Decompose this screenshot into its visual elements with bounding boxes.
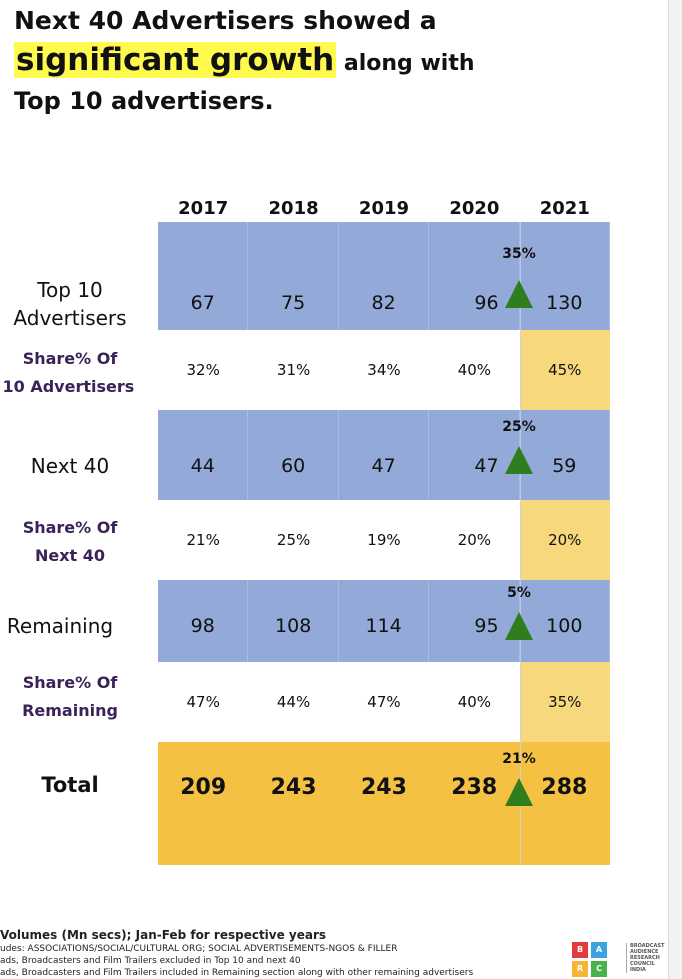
year-2017: 2017 bbox=[178, 198, 229, 219]
cell: 243 bbox=[361, 775, 407, 800]
row-remaining-share: 47% 44% 47% 40% 35% bbox=[158, 662, 610, 742]
label-next40-share: Share% Of Next 40 bbox=[0, 514, 160, 570]
growth-total: 21% bbox=[502, 751, 536, 767]
row-top10-share: 32% 31% 34% 40% 45% bbox=[158, 330, 610, 410]
year-2019: 2019 bbox=[358, 198, 410, 219]
cell: 32% bbox=[158, 330, 249, 410]
label-remaining-share: Share% Of Remaining bbox=[0, 669, 160, 725]
cell: 100 bbox=[520, 580, 611, 662]
cell: 82 bbox=[339, 222, 430, 330]
footnote-3: ads, Broadcasters and Film Trailers incl… bbox=[0, 968, 474, 978]
cell: 96 bbox=[429, 222, 520, 330]
cell: 47 bbox=[339, 410, 430, 500]
logo-text: BROADCAST AUDIENCE RESEARCH COUNCIL INDI… bbox=[626, 943, 664, 973]
cell: 60 bbox=[248, 410, 339, 500]
label-top10: Top 10 Advertisers bbox=[13, 278, 127, 330]
scrollbar[interactable] bbox=[668, 0, 682, 979]
footnotes: Volumes (Mn secs); Jan-Feb for respectiv… bbox=[0, 927, 473, 979]
cell: 59 bbox=[520, 410, 611, 500]
cell: 67 bbox=[158, 222, 249, 330]
up-arrow-icon bbox=[505, 446, 533, 474]
cell: 114 bbox=[339, 580, 430, 662]
logo-letter: B bbox=[572, 942, 588, 958]
footnote-1: udes: ASSOCIATIONS/SOCIAL/CULTURAL ORG; … bbox=[0, 944, 398, 954]
cell: 209 bbox=[180, 775, 227, 800]
up-arrow-icon bbox=[505, 778, 533, 806]
label-top10-share-1: Share% Of bbox=[22, 349, 118, 368]
cell: 35% bbox=[519, 662, 610, 742]
label-remaining-share-2: Remaining bbox=[22, 701, 118, 720]
cell: 47% bbox=[338, 662, 430, 742]
label-top10-share: Share% Of Top 10 Advertisers bbox=[0, 345, 160, 401]
year-2021: 2021 bbox=[539, 198, 590, 219]
label-remaining-share-1: Share% Of bbox=[22, 673, 118, 692]
row-next40: 44 60 47 47 59 bbox=[158, 410, 611, 500]
logo-letter: A bbox=[591, 942, 607, 958]
row-top10: 67 75 82 96 130 bbox=[158, 222, 611, 330]
row-next40-share: 21% 25% 19% 20% 20% bbox=[158, 500, 610, 580]
cell: 288 bbox=[541, 775, 588, 800]
label-total: Total bbox=[41, 773, 99, 797]
cell: 40% bbox=[429, 662, 520, 742]
data-table: 2017 2018 2019 2020 2021 67 75 82 96 130… bbox=[158, 195, 611, 865]
cell: 44% bbox=[248, 662, 339, 742]
cell: 130 bbox=[520, 222, 611, 330]
cell: 47% bbox=[158, 662, 249, 742]
cell: 45% bbox=[519, 330, 610, 410]
footnote-0: Volumes (Mn secs); Jan-Feb for respectiv… bbox=[0, 928, 327, 942]
up-arrow-icon bbox=[505, 612, 533, 640]
cell: 98 bbox=[158, 580, 249, 662]
label-next40: Next 40 bbox=[30, 454, 110, 478]
logo-letter: R bbox=[572, 961, 588, 977]
cell: 20% bbox=[519, 500, 610, 580]
label-next40-share-1: Share% Of bbox=[22, 518, 118, 537]
growth-remaining: 5% bbox=[507, 585, 531, 601]
cell: 108 bbox=[248, 580, 339, 662]
cell: 19% bbox=[338, 500, 430, 580]
year-2018: 2018 bbox=[268, 198, 319, 219]
cell: 31% bbox=[248, 330, 339, 410]
title-line-2-rest: along with bbox=[336, 51, 475, 76]
up-arrow-icon bbox=[505, 280, 533, 308]
cell: 44 bbox=[158, 410, 249, 500]
divider bbox=[520, 222, 521, 865]
cell: 243 bbox=[270, 775, 317, 800]
title-highlight: significant growth bbox=[14, 42, 337, 78]
growth-next40: 25% bbox=[502, 419, 536, 435]
cell: 20% bbox=[429, 500, 520, 580]
label-remaining: Remaining bbox=[6, 614, 114, 638]
cell: 21% bbox=[158, 500, 249, 580]
row-total: 209 243 243 238 288 bbox=[158, 742, 610, 865]
page-title: Next 40 Advertisers showed a significant… bbox=[14, 2, 475, 118]
cell: 40% bbox=[429, 330, 520, 410]
title-line-3: Top 10 advertisers. bbox=[14, 87, 274, 115]
label-next40-share-2: Next 40 bbox=[34, 546, 106, 565]
cell: 25% bbox=[248, 500, 339, 580]
barc-logo: B A R C bbox=[572, 942, 607, 977]
label-top10-share-2: Top 10 Advertisers bbox=[0, 377, 135, 396]
cell: 238 bbox=[451, 775, 498, 800]
cell: 34% bbox=[338, 330, 430, 410]
title-line-1: Next 40 Advertisers showed a bbox=[14, 6, 437, 35]
row-remaining: 98 108 114 95 100 bbox=[158, 580, 611, 662]
footnote-2: ads, Broadcasters and Film Trailers excl… bbox=[0, 956, 301, 966]
year-2020: 2020 bbox=[449, 198, 500, 219]
year-header: 2017 2018 2019 2020 2021 bbox=[158, 195, 610, 222]
growth-top10: 35% bbox=[502, 246, 536, 262]
cell: 75 bbox=[248, 222, 339, 330]
logo-letter: C bbox=[591, 961, 607, 977]
